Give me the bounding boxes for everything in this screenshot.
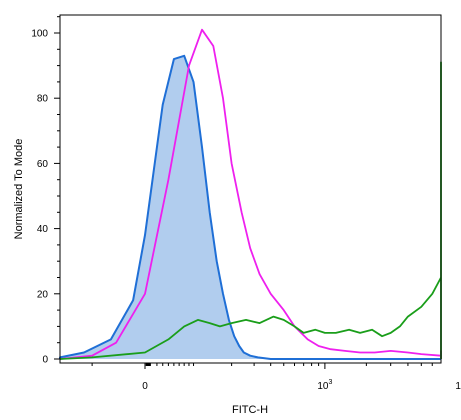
x-axis-label: FITC-H: [232, 404, 268, 416]
x-tick-label: 104: [455, 379, 461, 392]
y-tick-label-60: 60: [37, 159, 49, 170]
x-tick-label: 103: [317, 379, 332, 392]
series-0-line: [59, 54, 441, 360]
y-tick-label-0: 0: [42, 355, 48, 366]
x-tick-label: 0: [142, 381, 148, 392]
series-1-line: [59, 28, 442, 360]
y-tick-label-80: 80: [37, 94, 49, 105]
y-tick-label-100: 100: [31, 29, 48, 40]
x-axis: -1030103104105: [91, 363, 461, 392]
y-axis: 0 20 40 60 80 100: [31, 16, 60, 366]
y-axis-label: Normalized To Mode: [13, 139, 25, 240]
y-tick-label-40: 40: [37, 224, 49, 235]
y-tick-label-20: 20: [37, 289, 49, 300]
series-2-line: [59, 61, 442, 360]
series-layer: [59, 28, 442, 360]
plot-frame: [59, 14, 442, 364]
series-0-area: [60, 55, 441, 360]
